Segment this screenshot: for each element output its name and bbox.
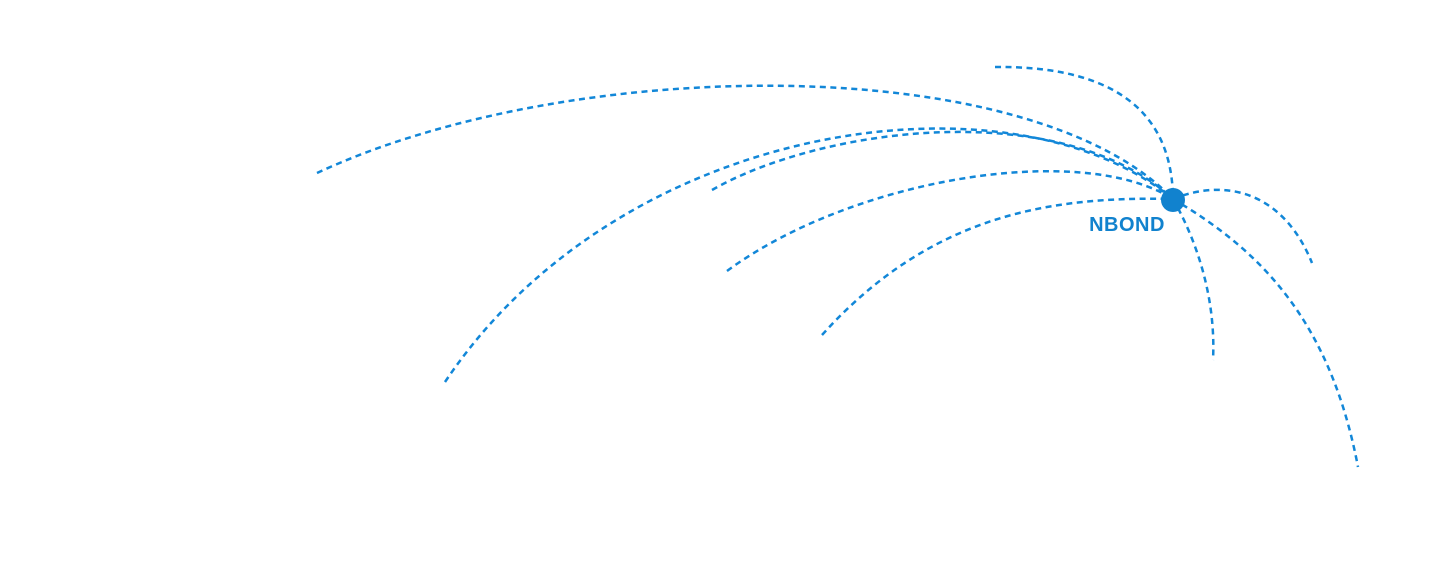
edge-right-arc <box>1172 188 1314 264</box>
edge-down-sweep <box>1172 197 1360 468</box>
edge-mid-upper <box>711 130 1174 200</box>
edge-mid-center <box>726 170 1174 273</box>
edge-down-vertical <box>1171 198 1215 361</box>
edge-group <box>316 65 1360 468</box>
edge-lower-left <box>443 127 1174 383</box>
edge-top <box>994 65 1175 200</box>
edge-left-long <box>316 84 1174 200</box>
node-label-nbond: NBOND <box>1089 214 1165 236</box>
graph-node-nbond[interactable] <box>1161 188 1185 212</box>
edge-mid-lower <box>821 197 1174 336</box>
